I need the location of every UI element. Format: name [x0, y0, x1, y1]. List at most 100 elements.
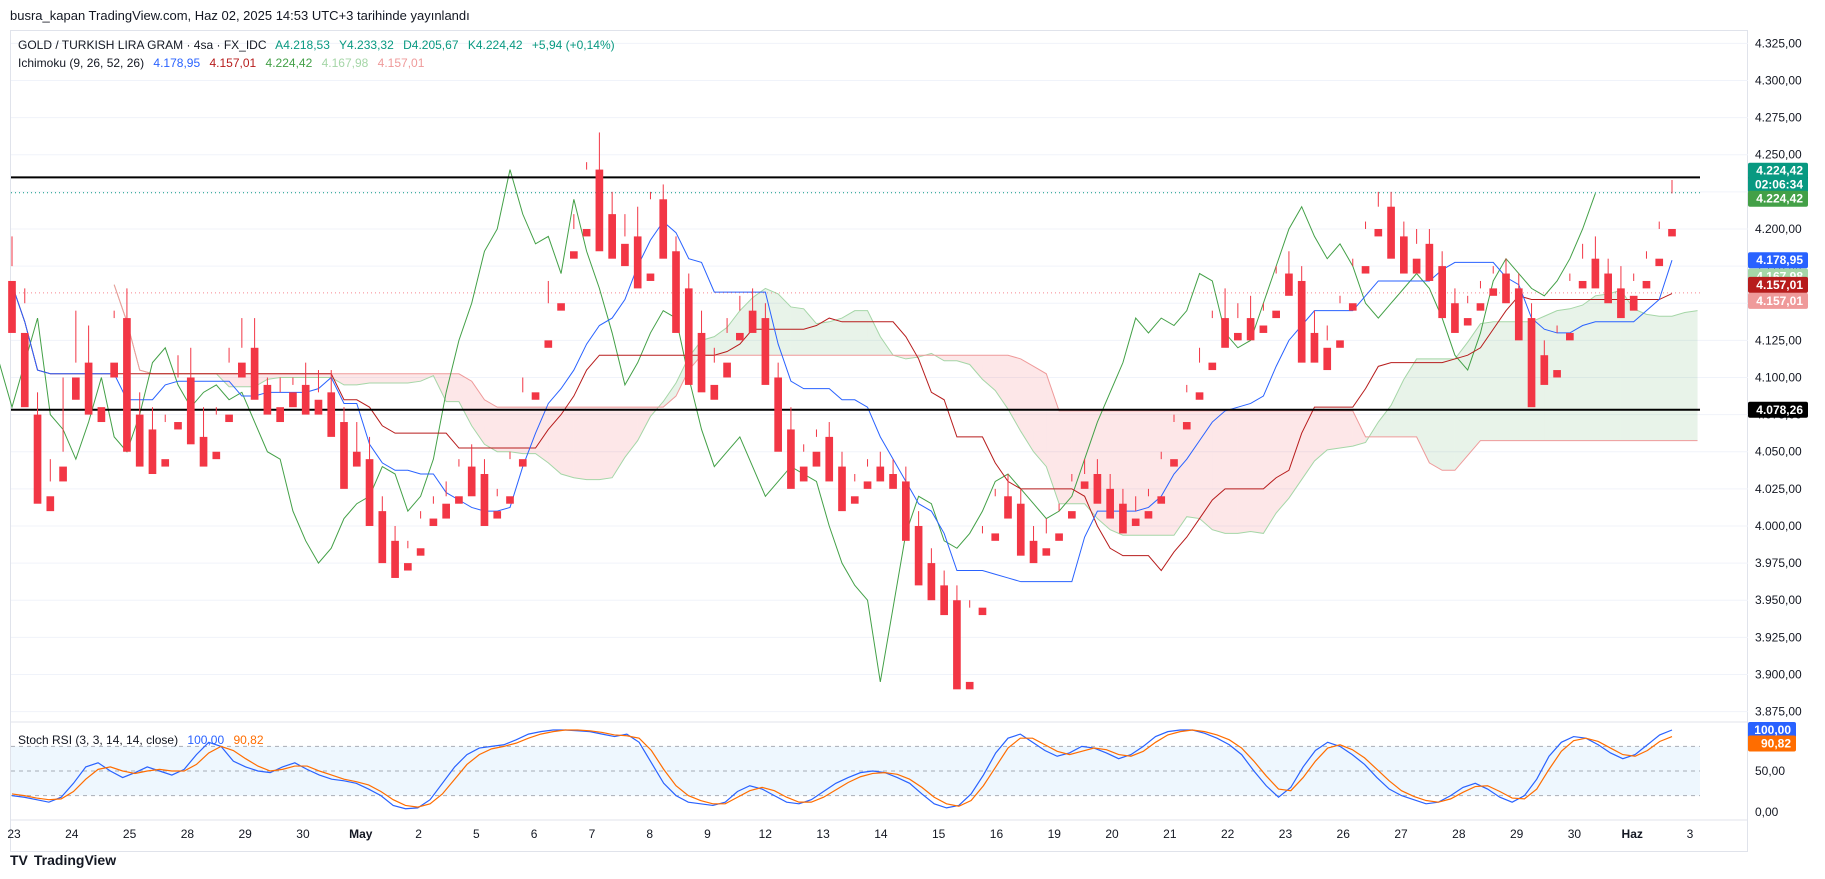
candle [595, 132, 604, 252]
candle-body [812, 451, 821, 467]
cloud-segment [484, 399, 498, 452]
candle-body [1629, 295, 1638, 311]
stoch-tick: 50,00 [1755, 764, 1785, 778]
candle [1489, 266, 1498, 296]
candle-body [608, 214, 616, 259]
candle-body [276, 407, 284, 423]
cloud-segment [1199, 410, 1213, 530]
price-label-box [1748, 401, 1808, 418]
candle-body [1425, 243, 1434, 281]
ichimoku-title[interactable]: Ichimoku (9, 26, 52, 26) [18, 56, 145, 70]
candle-body [480, 474, 489, 526]
time-tick: 23 [7, 827, 21, 841]
stoch-label-text: 100,00 [1754, 723, 1791, 737]
candle-body [787, 429, 795, 489]
candle-body [595, 169, 604, 252]
candle-body [1170, 459, 1178, 467]
candle [314, 370, 323, 415]
candle [1042, 518, 1051, 556]
cloud-segment [1442, 358, 1455, 471]
price-label-text: 4.178,95 [1756, 253, 1803, 267]
candle [1182, 384, 1191, 430]
candle [1029, 525, 1038, 564]
candle [506, 451, 514, 504]
cloud-segment [1608, 290, 1621, 441]
candle-body [59, 466, 67, 482]
time-axis[interactable]: 23 24 25 28 29 30 May 2 5 6 7 8 9 12 13 14 15 16 19 20 21 22 2… [7, 819, 1748, 841]
time-tick: 19 [1048, 827, 1062, 841]
candle [953, 585, 961, 690]
candle-body [953, 600, 961, 690]
candle-body [391, 540, 399, 578]
cloud-segment [663, 383, 676, 408]
time-tick: 29 [238, 827, 252, 841]
stoch-k-line [11, 729, 1673, 810]
cloud-segment [1340, 410, 1353, 449]
stoch-axis-label: 100,00 [1748, 722, 1796, 738]
stoch-rsi-pane[interactable] [11, 721, 1748, 810]
symbol-title[interactable]: GOLD / TURKISH LIRA GRAM · 4sa · FX_IDC [18, 38, 267, 52]
time-tick: 13 [816, 827, 830, 841]
price-label-text: 4.157,01 [1756, 278, 1803, 292]
candle [1540, 340, 1549, 385]
cloud-segment [1352, 410, 1366, 447]
candle-body [429, 518, 438, 526]
candle-body [1604, 273, 1612, 304]
open-label: A [275, 38, 284, 52]
candle [736, 295, 744, 341]
candle-body [1451, 303, 1459, 333]
candle [1476, 280, 1485, 311]
candle-body [1195, 392, 1204, 400]
candle-body [1055, 533, 1063, 541]
price-pane[interactable] [0, 42, 1748, 713]
price-label-text: 4.224,42 [1756, 192, 1803, 206]
candle [799, 444, 808, 482]
cloud-segment [573, 407, 587, 480]
candle-body [365, 459, 374, 526]
candle [684, 273, 693, 385]
chart-area[interactable] [10, 30, 1748, 852]
ichimoku-legend: Ichimoku (9, 26, 52, 26) 4.178,95 4.157,… [18, 56, 430, 70]
stoch-title[interactable]: Stoch RSI (3, 3, 14, 14, close) [18, 733, 179, 747]
change-value: +5,94 (+0,14%) [531, 38, 615, 52]
tradingview-logo[interactable]: TV TradingView [10, 852, 117, 868]
ichimoku-chikou-line [0, 169, 1596, 682]
high-value: 4.233,32 [347, 38, 394, 52]
cloud-segment [369, 373, 383, 384]
candle-body [1361, 266, 1370, 274]
cloud-segment [1633, 308, 1647, 441]
candle-body [1119, 503, 1127, 534]
cloud-segment [1620, 290, 1634, 441]
cloud-segment [395, 373, 408, 384]
candle-body [889, 474, 897, 489]
candle [1629, 273, 1638, 311]
candle [1425, 228, 1434, 281]
cloud-segment [1391, 379, 1404, 437]
candle-body [723, 362, 731, 378]
candle-body [1566, 332, 1574, 341]
candle-body [442, 503, 450, 519]
candle [289, 377, 297, 408]
time-tick: 26 [1337, 827, 1351, 841]
candle [646, 191, 655, 281]
time-tick: 30 [296, 827, 310, 841]
stoch-label-text: 90,82 [1761, 737, 1791, 751]
cloud-segment [1684, 310, 1698, 441]
candle [33, 392, 42, 504]
candle-body [1285, 273, 1293, 296]
candle-body [97, 407, 106, 423]
candle [352, 422, 361, 467]
candle-body [633, 236, 642, 289]
candle-body [1400, 236, 1408, 274]
candle [301, 362, 310, 415]
cloud-segment [1020, 358, 1034, 452]
candle-body [531, 392, 540, 400]
candle-body [1221, 318, 1229, 348]
price-axis[interactable]: 4.325,004.300,004.275,004.250,004.225,00… [1748, 36, 1808, 819]
price-tick: 4.300,00 [1755, 73, 1802, 87]
candle [914, 511, 923, 586]
price-tick: 4.000,00 [1755, 519, 1802, 533]
candle [1502, 258, 1510, 304]
close-label: K [467, 38, 476, 52]
